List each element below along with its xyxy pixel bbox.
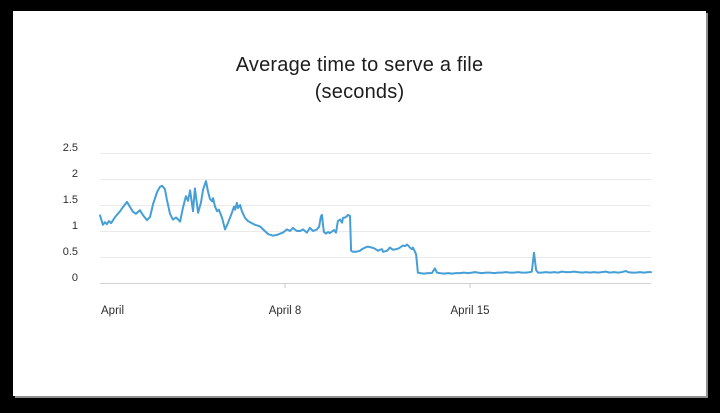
chart-card: Average time to serve a file (seconds) 2… — [13, 11, 706, 396]
gridline — [100, 231, 651, 232]
y-axis-label: 0.5 — [62, 246, 78, 258]
gridline — [100, 205, 651, 206]
plot-area: 2.5 2 1.5 1 0.5 0 April April 8 April 15 — [13, 11, 706, 396]
y-axis-label: 1 — [71, 220, 78, 232]
line-chart-svg — [99, 180, 652, 288]
gridline — [100, 153, 651, 154]
x-axis-label: April 8 — [268, 305, 302, 317]
series-line — [99, 180, 652, 275]
y-axis-label: 0 — [71, 272, 78, 284]
y-axis-label: 1.5 — [62, 194, 78, 206]
x-axis-label: April 15 — [450, 305, 490, 317]
x-axis-label: April — [101, 305, 125, 317]
chart-title-subtitle: (seconds) — [314, 81, 405, 103]
x-axis-line — [100, 283, 651, 284]
y-axis-label: 2.5 — [62, 142, 78, 154]
y-axis-label: 2 — [71, 168, 78, 180]
chart-title: Average time to serve a file (seconds) — [13, 52, 706, 106]
gridline — [100, 257, 651, 258]
gridline — [100, 179, 651, 180]
chart-title-line1: Average time to serve a file — [235, 54, 484, 76]
